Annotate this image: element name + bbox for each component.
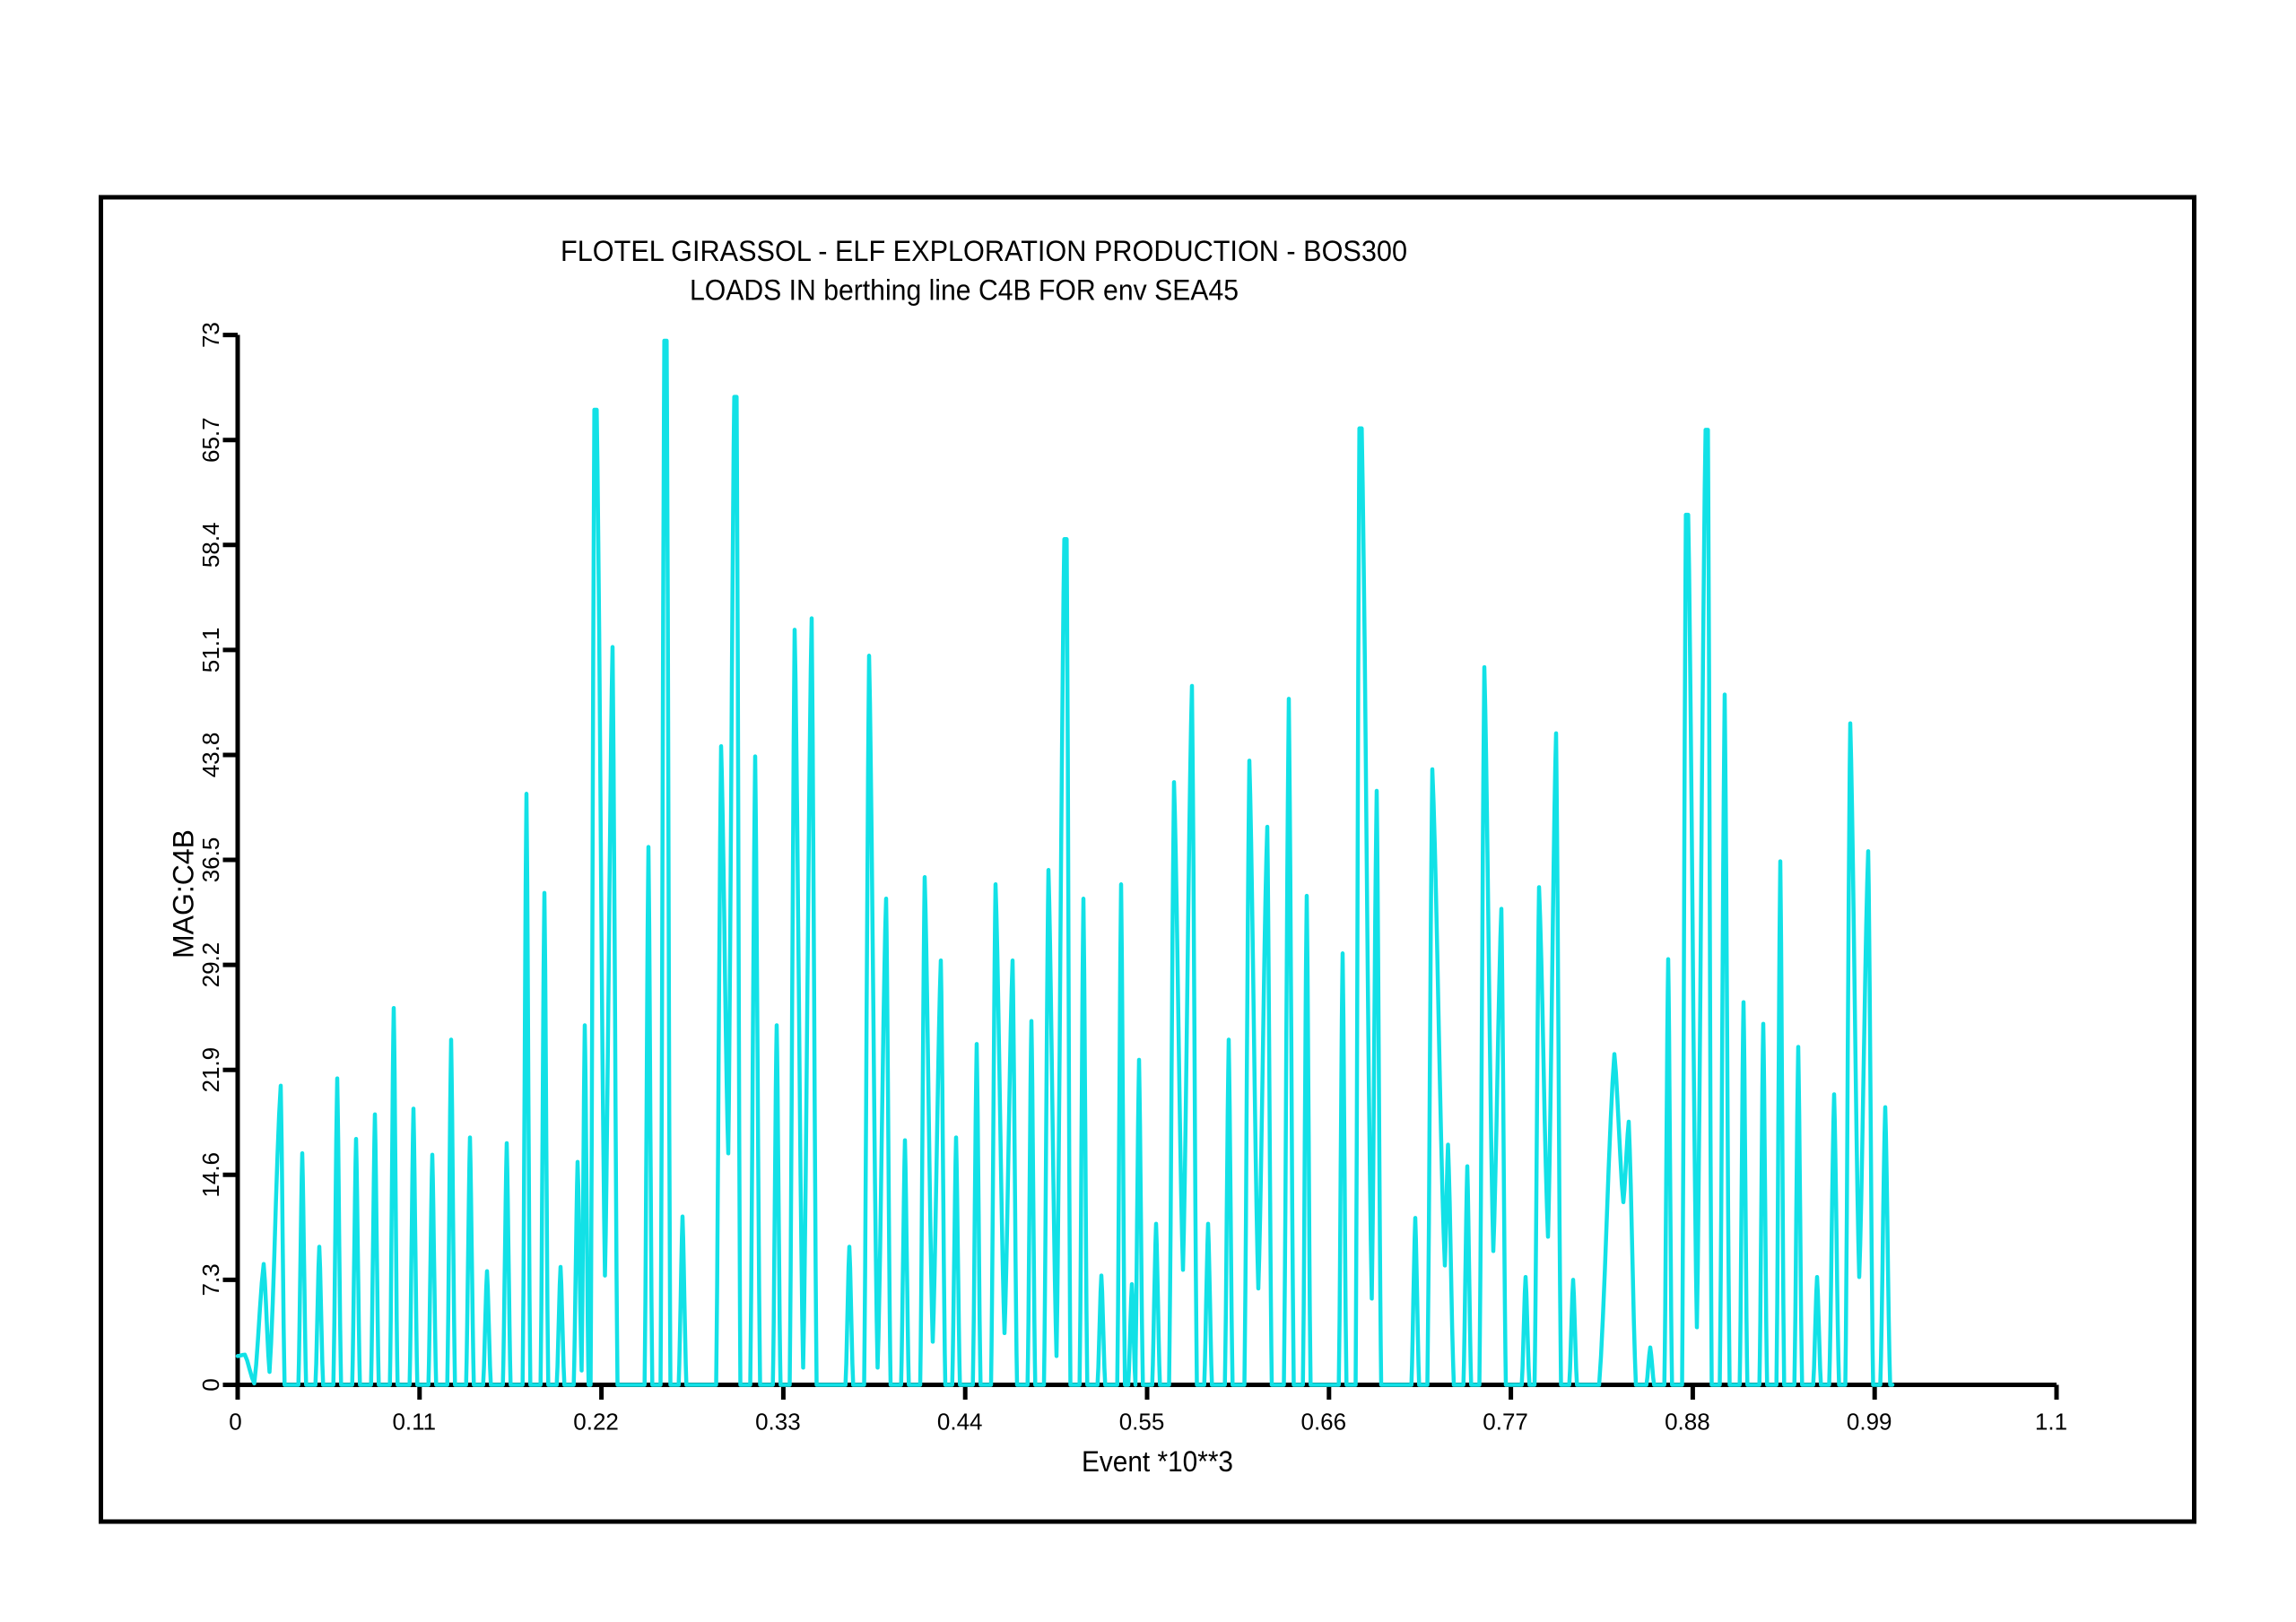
svg-text:LOADS IN berthing line C4B FOR: LOADS IN berthing line C4B FOR env SEA45 [690,274,1239,307]
svg-text:29.2: 29.2 [197,942,224,988]
svg-text:43.8: 43.8 [197,733,224,778]
svg-text:0.11: 0.11 [392,1409,436,1436]
svg-text:0: 0 [229,1409,241,1436]
svg-text:36.5: 36.5 [197,837,224,883]
svg-text:0.55: 0.55 [1119,1409,1165,1436]
svg-text:0.99: 0.99 [1847,1409,1892,1436]
svg-text:0.77: 0.77 [1483,1409,1528,1436]
svg-text:0.33: 0.33 [755,1409,801,1436]
svg-text:0.88: 0.88 [1665,1409,1710,1436]
svg-text:51.1: 51.1 [197,628,224,673]
svg-text:0: 0 [197,1378,224,1391]
svg-text:0.66: 0.66 [1300,1409,1346,1436]
svg-text:1.1: 1.1 [2035,1409,2067,1436]
svg-text:21.9: 21.9 [197,1047,224,1093]
svg-text:58.4: 58.4 [197,522,224,568]
svg-text:65.7: 65.7 [197,417,224,463]
svg-text:14.6: 14.6 [197,1152,224,1198]
svg-text:0.44: 0.44 [937,1409,983,1436]
svg-text:0.22: 0.22 [573,1409,619,1436]
svg-text:MAG:C4B: MAG:C4B [168,829,200,958]
svg-text:Event *10**3: Event *10**3 [1082,1445,1233,1478]
svg-text:FLOTEL GIRASSOL - ELF EXPLORAT: FLOTEL GIRASSOL - ELF EXPLORATION PRODUC… [561,235,1407,267]
svg-text:7.3: 7.3 [197,1263,224,1296]
svg-text:73: 73 [197,322,224,348]
